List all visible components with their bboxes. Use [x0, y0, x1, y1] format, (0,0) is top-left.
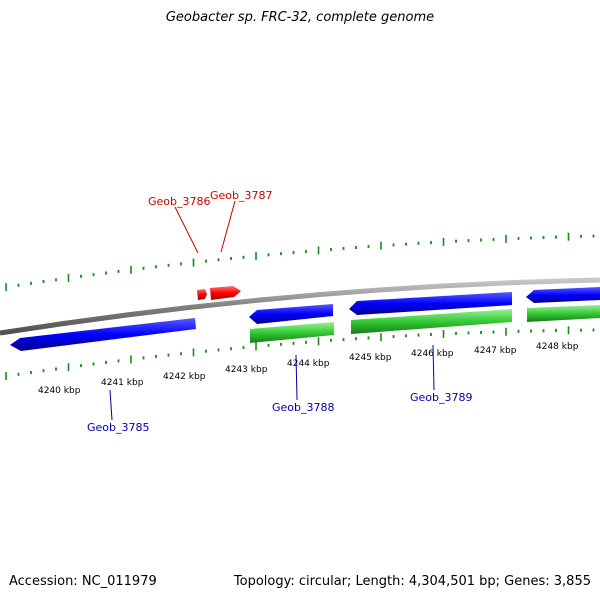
- gene-green-1[interactable]: [250, 322, 334, 343]
- gene-geob-3787[interactable]: [210, 286, 241, 300]
- gene-geob-3789[interactable]: [349, 292, 512, 315]
- scale-label: 4248 kbp: [536, 342, 579, 352]
- gene-geob-3788[interactable]: [249, 304, 333, 324]
- scale-label: 4241 kbp: [101, 378, 144, 388]
- scale-label: 4247 kbp: [474, 346, 517, 356]
- leader-line-3789: [432, 344, 435, 391]
- leader-line-3786: [174, 206, 199, 254]
- other-genes: [250, 305, 600, 343]
- scale-label: 4244 kbp: [287, 359, 330, 369]
- accession-text: Accession: NC_011979: [9, 574, 157, 589]
- scale-labels: 4240 kbp 4241 kbp 4242 kbp 4243 kbp 4244…: [38, 342, 579, 396]
- gene-geob-3785[interactable]: [10, 318, 196, 351]
- scale-label: 4246 kbp: [411, 349, 454, 359]
- leader-line-3785: [109, 389, 113, 421]
- gene-label-geob-3785[interactable]: Geob_3785: [87, 421, 150, 434]
- scale-label: 4242 kbp: [163, 372, 206, 382]
- gene-label-geob-3789[interactable]: Geob_3789: [410, 391, 473, 404]
- scale-label: 4245 kbp: [349, 353, 392, 363]
- genome-backbone: [0, 277, 600, 336]
- leader-line-3788: [295, 354, 298, 401]
- scale-label: 4240 kbp: [38, 386, 81, 396]
- gene-geob-3786[interactable]: [197, 289, 207, 300]
- outer-tick-ring: [5, 232, 595, 292]
- genome-title: Geobacter sp. FRC-32, complete genome: [165, 10, 435, 25]
- genome-summary-text: Topology: circular; Length: 4,304,501 bp…: [233, 574, 591, 589]
- forward-genes: [197, 286, 241, 300]
- gene-reverse-next[interactable]: [526, 287, 600, 303]
- gene-label-geob-3787[interactable]: Geob_3787: [210, 189, 273, 202]
- gene-label-geob-3788[interactable]: Geob_3788: [272, 401, 335, 414]
- gene-green-3[interactable]: [527, 305, 600, 322]
- reverse-genes: [10, 287, 600, 351]
- leader-line-3787: [220, 200, 236, 253]
- gene-labels: Geob_3786 Geob_3787 Geob_3785 Geob_3788 …: [87, 189, 473, 434]
- inner-tick-ring: [5, 326, 595, 381]
- scale-label: 4243 kbp: [225, 365, 268, 375]
- gene-label-geob-3786[interactable]: Geob_3786: [148, 195, 211, 208]
- gene-green-2[interactable]: [351, 309, 512, 334]
